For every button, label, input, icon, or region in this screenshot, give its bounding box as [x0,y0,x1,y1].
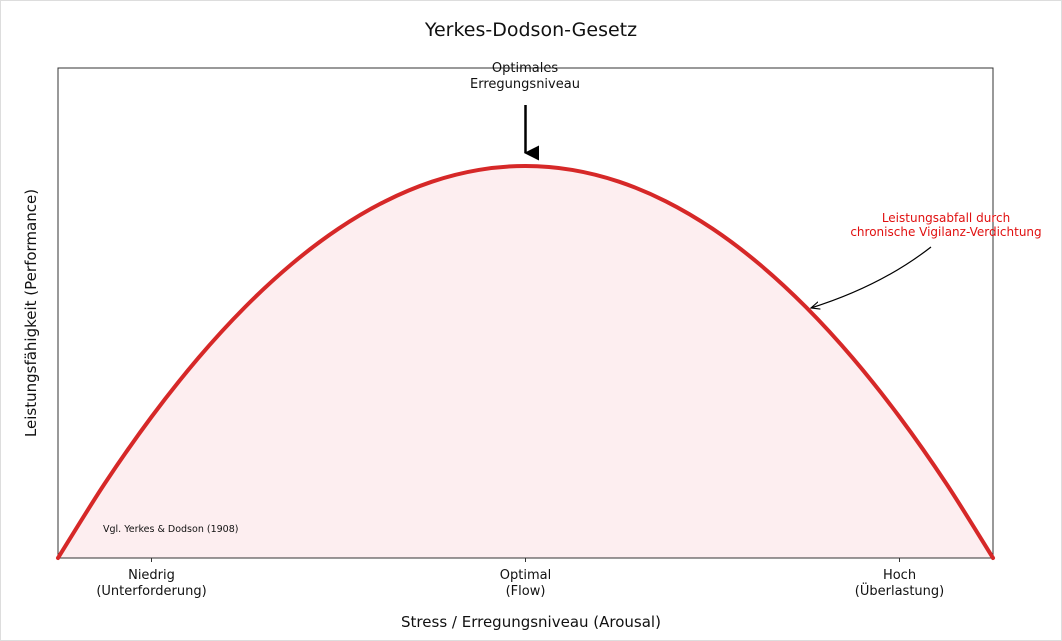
x-axis-label: Stress / Erregungsniveau (Arousal) [401,613,661,631]
chart-title: Yerkes-Dodson-Gesetz [424,19,638,41]
line [56,163,995,560]
annotation: Optimales Erregungsniveau [470,61,580,92]
annotation-arrow [811,246,932,308]
x-tick-label: Hoch (Überlastung) [854,568,945,599]
x-tick-label: Niedrig (Unterforderung) [96,568,207,599]
note: Vgl. Yerkes & Dodson (1908) [103,524,239,535]
y-axis-label: Leistungsfähigkeit (Performance) [22,188,40,438]
x-tick-label: Optimal (Flow) [499,568,552,599]
annotation: Leistungsabfall durch chronische Vigilan… [850,211,1042,240]
